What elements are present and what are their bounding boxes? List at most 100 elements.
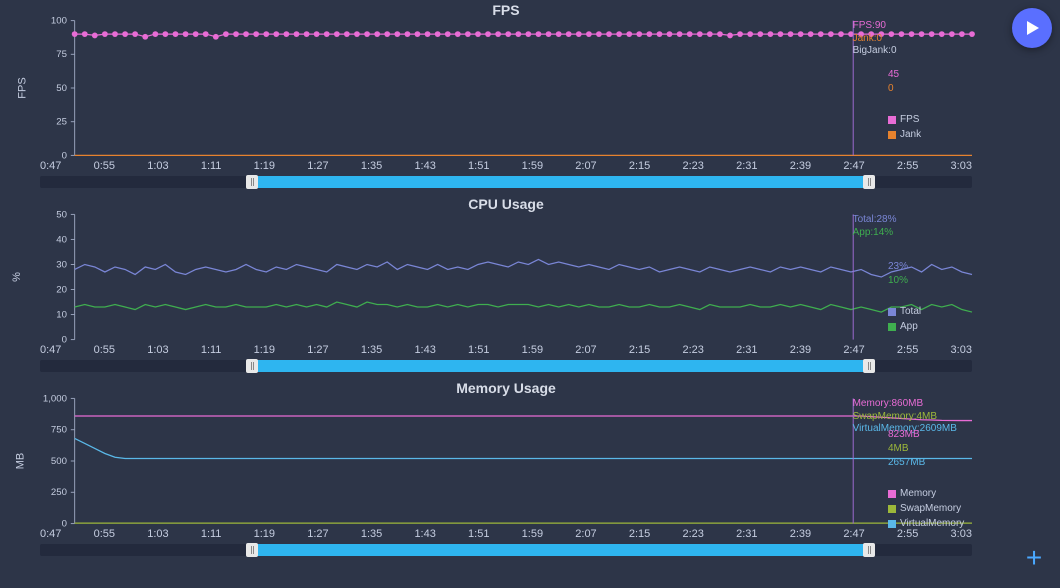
range-slider[interactable]	[40, 544, 972, 556]
legend-item[interactable]: FPS	[888, 113, 972, 127]
range-slider[interactable]	[40, 176, 972, 188]
x-tick-label: 0:47	[40, 160, 61, 172]
data-point	[556, 31, 562, 37]
data-point	[394, 31, 400, 37]
chart-cpu: CPU Usage % 01020304050 Total:28%App:14%…	[0, 194, 1060, 378]
range-slider[interactable]	[40, 360, 972, 372]
y-axis-label: FPS	[17, 77, 29, 98]
svg-text:40: 40	[56, 234, 67, 245]
x-tick-label: 1:51	[468, 528, 489, 540]
series-virtual	[75, 438, 972, 458]
plot-area[interactable]: 01020304050 Total:28%App:14%	[40, 212, 972, 342]
legend-item[interactable]: App	[888, 320, 972, 334]
legend-item[interactable]: Memory	[888, 487, 972, 501]
svg-text:50: 50	[56, 83, 67, 94]
legend-swatch	[888, 308, 896, 316]
svg-text:500: 500	[51, 456, 67, 467]
series-total	[75, 259, 972, 277]
plot-area[interactable]: 02505007501,000 Memory:860MBSwapMemory:4…	[40, 396, 972, 526]
x-tick-label: 1:27	[307, 160, 328, 172]
x-tick-label: 1:59	[522, 160, 543, 172]
data-point	[475, 31, 481, 37]
x-tick-label: 1:43	[414, 344, 435, 356]
data-point	[223, 31, 229, 37]
legend-swatch	[888, 490, 896, 498]
x-tick-label: 1:51	[468, 160, 489, 172]
legend-item[interactable]: Jank	[888, 128, 972, 142]
x-tick-label: 3:03	[951, 344, 972, 356]
series-end-value: 45	[888, 68, 972, 82]
x-tick-label: 2:47	[843, 528, 864, 540]
series-end-value: 823MB	[888, 428, 972, 442]
data-point	[72, 31, 78, 37]
data-point	[868, 31, 874, 37]
x-tick-label: 1:19	[254, 344, 275, 356]
x-tick-label: 2:47	[843, 344, 864, 356]
x-tick-label: 1:51	[468, 344, 489, 356]
x-tick-label: 1:27	[307, 344, 328, 356]
data-point	[586, 31, 592, 37]
play-button[interactable]	[1012, 8, 1052, 48]
x-tick-label: 1:35	[361, 344, 382, 356]
chart-fps: FPS FPS 0255075100 FPS:90Jank:0BigJank:0…	[0, 0, 1060, 194]
x-tick-label: 1:03	[147, 344, 168, 356]
svg-text:50: 50	[56, 209, 67, 220]
slider-handle-right[interactable]	[863, 543, 875, 557]
data-point	[677, 31, 683, 37]
y-axis-label: %	[11, 272, 23, 282]
chart-title: CPU Usage	[40, 196, 972, 212]
slider-handle-right[interactable]	[863, 175, 875, 189]
x-tick-label: 2:39	[790, 344, 811, 356]
x-tick-label: 2:15	[629, 160, 650, 172]
data-point	[707, 31, 713, 37]
data-point	[112, 31, 118, 37]
slider-handle-left[interactable]	[246, 175, 258, 189]
x-axis: 0:470:551:031:111:191:271:351:431:511:59…	[40, 526, 972, 542]
x-tick-label: 0:47	[40, 344, 61, 356]
x-tick-label: 0:55	[94, 344, 115, 356]
x-tick-label: 0:47	[40, 528, 61, 540]
data-point	[657, 31, 663, 37]
data-point	[162, 31, 168, 37]
legend-label: Total	[900, 305, 921, 319]
slider-handle-left[interactable]	[246, 359, 258, 373]
data-point	[132, 31, 138, 37]
data-point	[818, 31, 824, 37]
plot-area[interactable]: 0255075100 FPS:90Jank:0BigJank:0	[40, 18, 972, 158]
data-point	[626, 31, 632, 37]
legend-label: App	[900, 320, 918, 334]
x-tick-label: 2:23	[682, 528, 703, 540]
data-point	[778, 31, 784, 37]
data-point	[546, 31, 552, 37]
series-end-value: 10%	[888, 274, 972, 288]
data-point	[364, 31, 370, 37]
legend-item[interactable]: VirtualMemory	[888, 517, 972, 531]
data-point	[767, 31, 773, 37]
add-button[interactable]: +	[1020, 544, 1048, 572]
legend-swatch	[888, 116, 896, 124]
x-tick-label: 2:39	[790, 160, 811, 172]
legend-item[interactable]: Total	[888, 305, 972, 319]
x-tick-label: 2:39	[790, 528, 811, 540]
svg-text:0: 0	[62, 150, 67, 161]
x-tick-label: 2:07	[575, 160, 596, 172]
data-point	[263, 31, 269, 37]
legend-item[interactable]: SwapMemory	[888, 502, 972, 516]
data-point	[283, 31, 289, 37]
legend-label: FPS	[900, 113, 919, 127]
x-tick-label: 1:03	[147, 160, 168, 172]
data-point	[515, 31, 521, 37]
chart-title: Memory Usage	[40, 380, 972, 396]
x-tick-label: 1:19	[254, 528, 275, 540]
svg-text:75: 75	[56, 49, 67, 60]
slider-handle-right[interactable]	[863, 359, 875, 373]
x-tick-label: 2:55	[897, 344, 918, 356]
data-point	[576, 31, 582, 37]
slider-handle-left[interactable]	[246, 543, 258, 557]
data-point	[525, 31, 531, 37]
x-tick-label: 1:35	[361, 160, 382, 172]
x-tick-label: 2:47	[843, 160, 864, 172]
data-point	[878, 31, 884, 37]
data-point	[213, 34, 219, 40]
data-point	[697, 31, 703, 37]
